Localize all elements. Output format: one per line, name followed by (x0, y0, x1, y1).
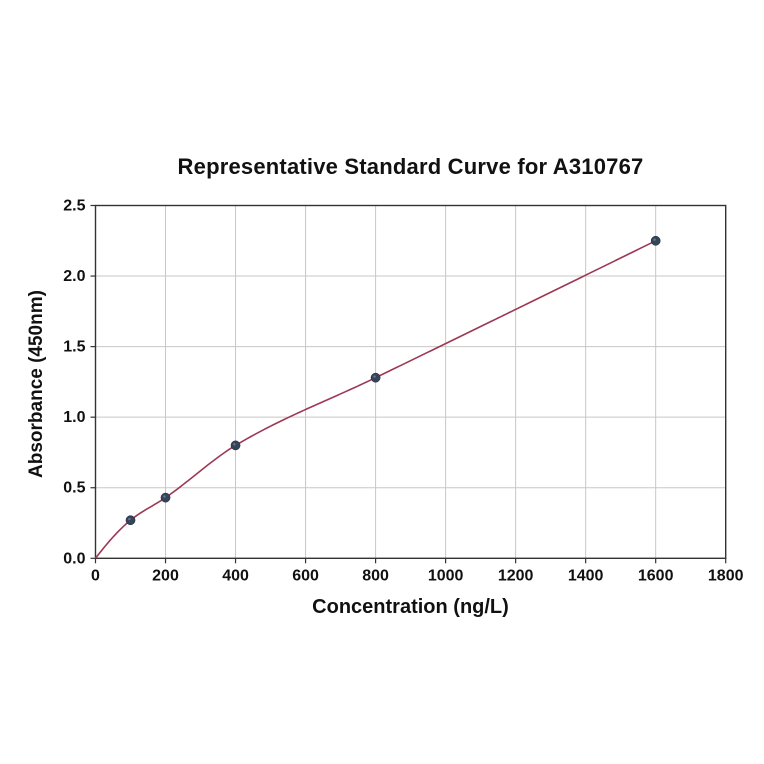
svg-text:1200: 1200 (498, 567, 534, 584)
svg-text:1600: 1600 (638, 567, 674, 584)
svg-text:0: 0 (91, 567, 100, 584)
svg-text:2.5: 2.5 (63, 198, 85, 215)
svg-text:2.0: 2.0 (63, 268, 85, 285)
svg-text:0.0: 0.0 (63, 550, 85, 567)
svg-text:200: 200 (152, 567, 179, 584)
svg-text:1400: 1400 (568, 567, 604, 584)
svg-text:1.5: 1.5 (63, 339, 85, 356)
svg-text:800: 800 (362, 567, 389, 584)
svg-text:1.0: 1.0 (63, 409, 85, 426)
svg-text:600: 600 (292, 567, 319, 584)
svg-text:0.5: 0.5 (63, 480, 85, 497)
svg-text:1800: 1800 (708, 567, 744, 584)
svg-text:400: 400 (222, 567, 249, 584)
svg-text:1000: 1000 (428, 567, 464, 584)
